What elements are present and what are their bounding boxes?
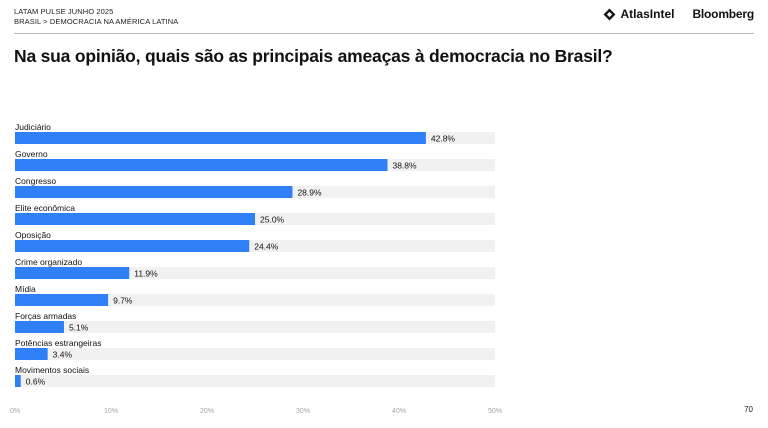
x-tick-label: 50% <box>488 408 502 415</box>
x-tick-label: 0% <box>10 408 20 415</box>
report-header: LATAM PULSE JUNHO 2025 BRASIL > DEMOCRAC… <box>14 7 178 27</box>
chart-title: Na sua opinião, quais são as principais … <box>14 46 613 66</box>
value-label: 38.8% <box>392 161 417 171</box>
category-label: Mídia <box>15 284 36 294</box>
bar <box>15 294 109 306</box>
category-label: Governo <box>15 149 48 159</box>
category-label: Oposição <box>15 230 51 240</box>
bar <box>15 321 64 333</box>
bar-track <box>15 348 495 360</box>
page-number: 70 <box>744 405 753 414</box>
header-divider <box>14 33 754 34</box>
atlasintel-logo-text: AtlasIntel <box>620 7 675 21</box>
value-label: 0.6% <box>26 377 46 387</box>
x-tick-label: 40% <box>392 408 406 415</box>
category-label: Elite econômica <box>15 203 75 213</box>
x-tick-label: 30% <box>296 408 310 415</box>
category-label: Judiciário <box>15 122 51 132</box>
value-label: 9.7% <box>113 296 133 306</box>
category-label: Potências estrangeiras <box>15 338 101 348</box>
bar <box>15 186 293 198</box>
value-label: 24.4% <box>254 242 279 252</box>
category-label: Congresso <box>15 176 56 186</box>
x-tick-label: 20% <box>200 408 214 415</box>
atlasintel-logo: AtlasIntel <box>603 7 674 21</box>
bar <box>15 240 250 252</box>
bar <box>15 267 130 279</box>
value-label: 25.0% <box>260 215 285 225</box>
category-label: Forças armadas <box>15 311 76 321</box>
bar-track <box>15 321 495 333</box>
category-label: Movimentos sociais <box>15 365 89 375</box>
report-breadcrumb: BRASIL > DEMOCRACIA NA AMÉRICA LATINA <box>14 17 179 26</box>
atlasintel-diamond-icon <box>603 8 616 20</box>
value-label: 42.8% <box>431 134 456 144</box>
bar-track <box>15 375 495 387</box>
bar-track <box>15 267 495 279</box>
logos: AtlasIntel Bloomberg <box>603 7 754 21</box>
value-label: 3.4% <box>53 350 73 360</box>
value-label: 11.9% <box>134 269 158 279</box>
bar <box>15 132 426 144</box>
x-tick-label: 10% <box>104 408 118 415</box>
bar <box>15 213 255 225</box>
value-label: 28.9% <box>297 188 322 198</box>
category-label: Crime organizado <box>15 257 82 267</box>
bar-track <box>15 294 495 306</box>
report-kicker: LATAM PULSE JUNHO 2025 <box>14 7 114 16</box>
bar <box>15 348 48 360</box>
bar <box>15 375 21 387</box>
value-label: 5.1% <box>69 323 89 333</box>
bloomberg-logo: Bloomberg <box>692 7 754 21</box>
bar <box>15 159 388 171</box>
